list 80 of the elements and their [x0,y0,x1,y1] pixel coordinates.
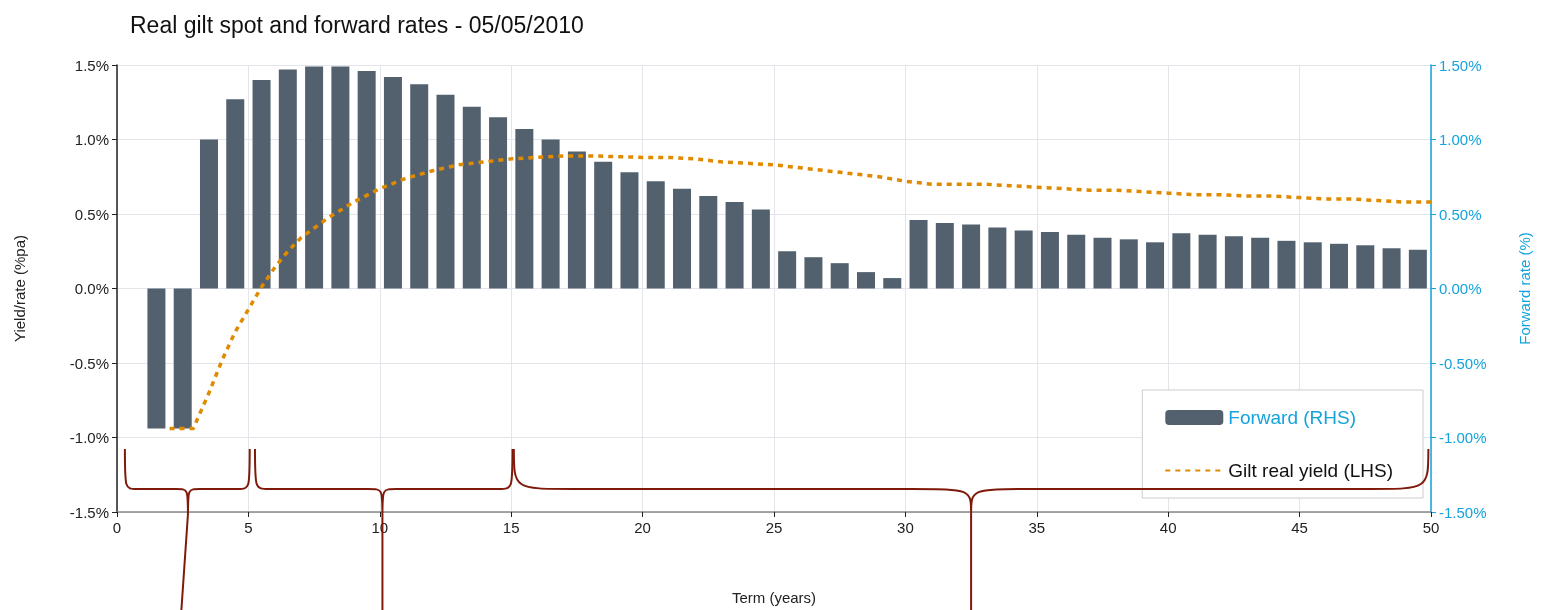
x-tick-label: 50 [1422,519,1440,536]
bar [462,106,481,289]
bar [725,202,744,289]
bar [567,151,586,289]
bar [1198,234,1217,289]
bar [935,222,954,289]
x-tick-label: 35 [1028,519,1046,536]
bar [1172,233,1191,289]
x-tick-label: 5 [244,519,253,536]
y2-tick-label: 1.00% [1439,131,1482,148]
x-tick-label: 20 [634,519,651,536]
line-series [167,154,1433,431]
y2-tick-label: -1.50% [1439,503,1487,521]
x-tick-label: 30 [897,519,914,536]
x-tick-label: 25 [765,519,783,536]
y2-tick-label: 1.50% [1439,56,1482,74]
y2-tick-label: -1.00% [1439,429,1487,446]
bar [173,288,192,429]
bar [988,227,1007,289]
bar [1093,237,1112,289]
y-axis-title: Yield/rate (%pa) [11,235,28,342]
bar [1277,240,1296,289]
bar [1330,243,1349,289]
bar [515,129,534,289]
y-tick-label: -0.5% [69,354,109,372]
y2-axis-title: Forward rate (%) [1516,232,1533,345]
bar [1067,234,1086,289]
x-axis-title: Term (years) [731,589,817,606]
bar [489,117,508,289]
bar [383,76,402,289]
y-tick-label: 0.5% [74,205,109,223]
bar [331,66,350,289]
bar [1119,239,1138,289]
y2-tick-label: -0.50% [1439,354,1487,372]
bar [909,219,928,289]
bar [751,209,770,289]
x-tick-label: 0 [112,519,122,536]
bar [962,224,981,289]
y-tick-label: 1.0% [74,131,109,148]
bar [252,79,271,289]
bar [226,99,245,289]
y-tick-label: -1.5% [69,503,109,521]
bar [1146,242,1165,289]
bar [436,94,455,289]
bar [1408,249,1427,289]
bar [305,66,324,289]
bar [1382,248,1401,289]
bar [594,161,613,289]
y2-tick-label: 0.00% [1439,280,1482,297]
bar [199,139,218,289]
bar [699,196,718,289]
y-tick-label: -1.0% [69,429,109,446]
bar [1356,245,1375,289]
y2-tick-label: 0.50% [1439,205,1482,223]
bar [883,278,902,289]
bar [673,188,692,289]
bar [147,288,166,429]
bar [1014,230,1033,289]
bar [541,139,560,289]
bar [278,69,297,289]
y-tick-label: 1.5% [74,56,109,74]
x-tick-label: 15 [502,519,520,536]
x-tick-label: 40 [1159,519,1177,536]
legend-label: Forward (RHS) [1228,407,1357,428]
bar [830,263,849,289]
bar [1251,237,1270,289]
bar [1040,231,1059,289]
bar [856,272,875,289]
legend-label: Gilt real yield (LHS) [1228,460,1394,481]
bar [646,181,665,289]
chart-title: Real gilt spot and forward rates - 05/05/2010 [130,11,584,38]
bar [357,70,376,289]
bar [778,251,797,289]
bar [410,84,429,289]
bar [1224,236,1243,289]
bar [804,257,823,289]
y-tick-label: 0.0% [74,280,109,297]
bar [620,172,639,289]
x-tick-label: 45 [1291,519,1308,536]
bar [1303,242,1322,289]
